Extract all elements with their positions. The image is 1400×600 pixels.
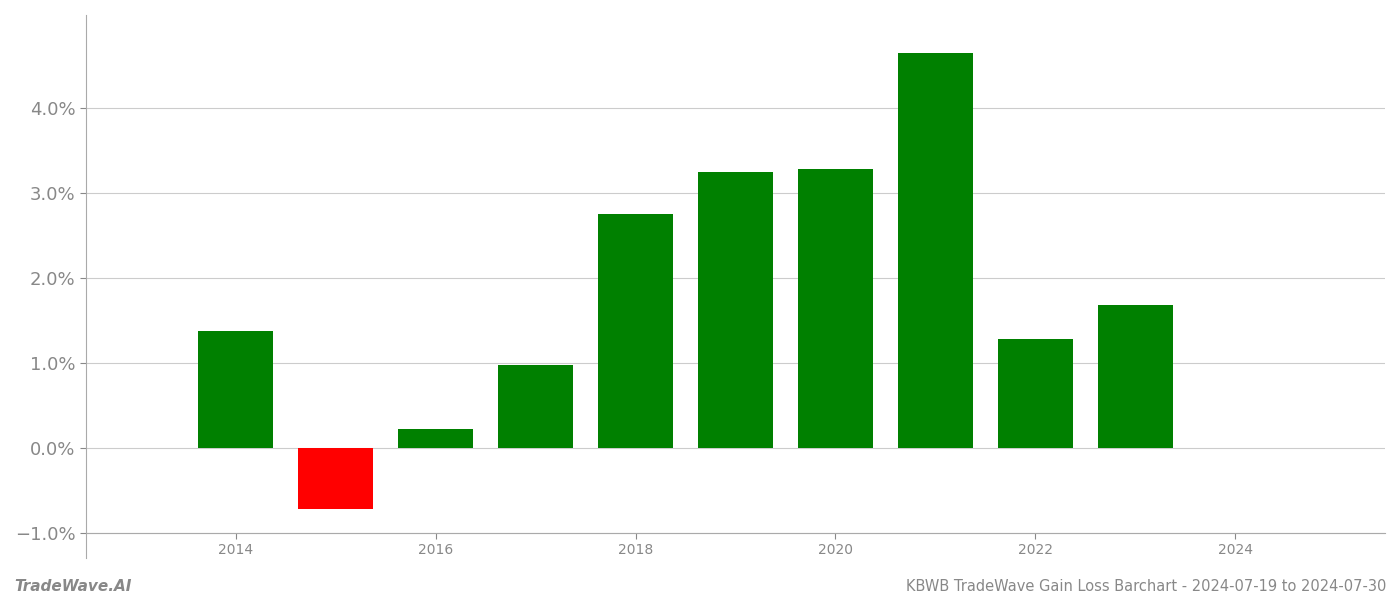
Bar <box>1098 305 1173 448</box>
Bar <box>798 169 874 448</box>
Bar <box>699 172 773 448</box>
Bar <box>298 448 374 509</box>
Text: KBWB TradeWave Gain Loss Barchart - 2024-07-19 to 2024-07-30: KBWB TradeWave Gain Loss Barchart - 2024… <box>906 579 1386 594</box>
Bar <box>199 331 273 448</box>
Text: TradeWave.AI: TradeWave.AI <box>14 579 132 594</box>
Bar <box>398 429 473 448</box>
Bar <box>998 339 1072 448</box>
Bar <box>598 214 673 448</box>
Bar <box>897 53 973 448</box>
Bar <box>498 365 573 448</box>
